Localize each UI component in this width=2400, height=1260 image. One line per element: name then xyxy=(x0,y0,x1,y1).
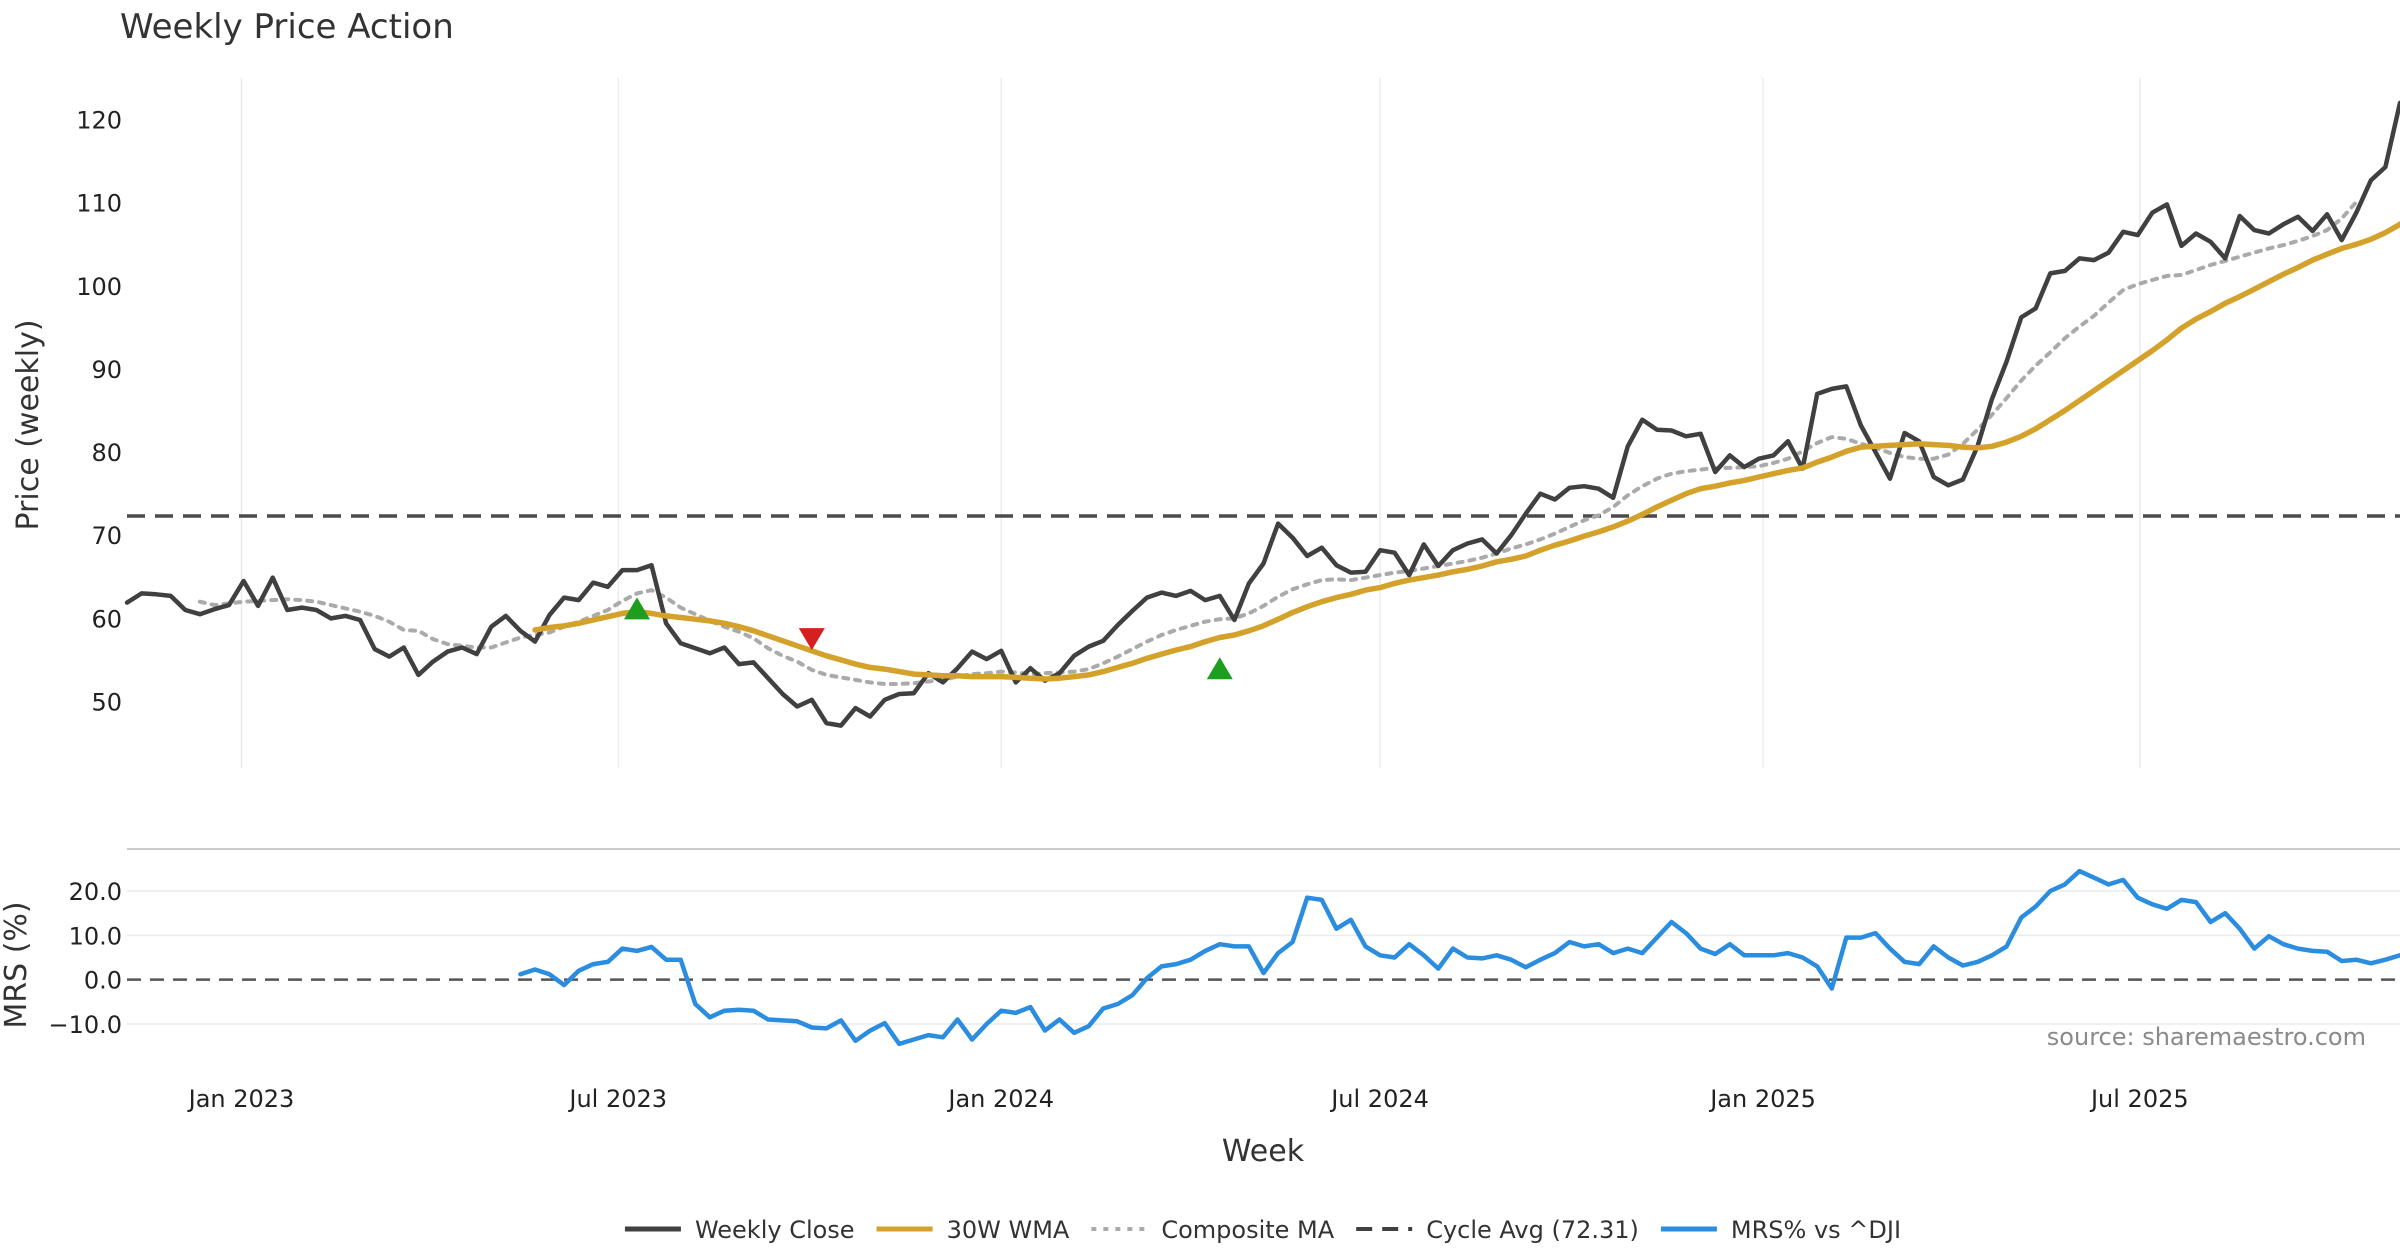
price-y-tick: 120 xyxy=(76,107,122,135)
source-note: source: sharemaestro.com xyxy=(2047,1023,2366,1051)
price-y-tick: 90 xyxy=(91,356,122,384)
sell-signal-marker xyxy=(798,628,825,651)
weekly-close-line xyxy=(124,100,2400,728)
legend-label: MRS% vs ^DJI xyxy=(1731,1216,1901,1244)
buy-signal-marker xyxy=(1206,657,1233,680)
x-tick-label: Jul 2023 xyxy=(567,1085,667,1113)
mrs-y-tick: 10.0 xyxy=(69,922,122,950)
x-tick-label: Jan 2023 xyxy=(187,1085,295,1113)
price-y-tick: 60 xyxy=(91,605,122,633)
price-y-label: Price (weekly) xyxy=(11,319,46,530)
x-tick-label: Jul 2025 xyxy=(2089,1085,2189,1113)
x-tick-label: Jan 2024 xyxy=(946,1085,1054,1113)
mrs-y-ticks: −10.0 0.0 10.0 20.0 xyxy=(48,878,122,1039)
price-y-tick: 70 xyxy=(91,522,122,550)
mrs-line xyxy=(518,868,2400,1047)
price-y-tick: 80 xyxy=(91,439,122,467)
x-axis-label: Week xyxy=(1222,1134,1305,1169)
price-lines xyxy=(124,100,2400,728)
mrs-y-label: MRS (%) xyxy=(0,901,34,1028)
mrs-y-tick: 20.0 xyxy=(69,878,122,906)
composite-ma-line xyxy=(197,199,2359,686)
legend-label: Cycle Avg (72.31) xyxy=(1426,1216,1639,1244)
x-tick-label: Jul 2024 xyxy=(1329,1085,1429,1113)
chart-title: Weekly Price Action xyxy=(120,7,454,47)
mrs-y-tick: 0.0 xyxy=(84,967,122,995)
mrs-grid xyxy=(127,890,2400,1025)
price-y-tick: 50 xyxy=(91,688,122,716)
x-tick-label: Jan 2025 xyxy=(1708,1085,1816,1113)
legend: Weekly Close 30W WMA Composite MA Cycle Avg… xyxy=(624,1216,1901,1244)
legend-label: Composite MA xyxy=(1161,1216,1334,1244)
buy-signal-marker xyxy=(623,597,650,620)
price-grid xyxy=(240,78,2141,768)
x-axis-ticks: Jan 2023 Jul 2023 Jan 2024 Jul 2024 Jan 2025… xyxy=(187,1085,2189,1113)
legend-label: Weekly Close xyxy=(695,1216,855,1244)
mrs-y-tick: −10.0 xyxy=(48,1011,122,1039)
price-y-tick: 110 xyxy=(76,190,122,218)
price-y-tick: 100 xyxy=(76,273,122,301)
legend-label: 30W WMA xyxy=(947,1216,1070,1244)
wma-30w-line xyxy=(532,221,2400,682)
price-y-ticks: 50 60 70 80 90 100 110 120 xyxy=(76,107,122,717)
mrs-lines xyxy=(518,868,2400,1047)
